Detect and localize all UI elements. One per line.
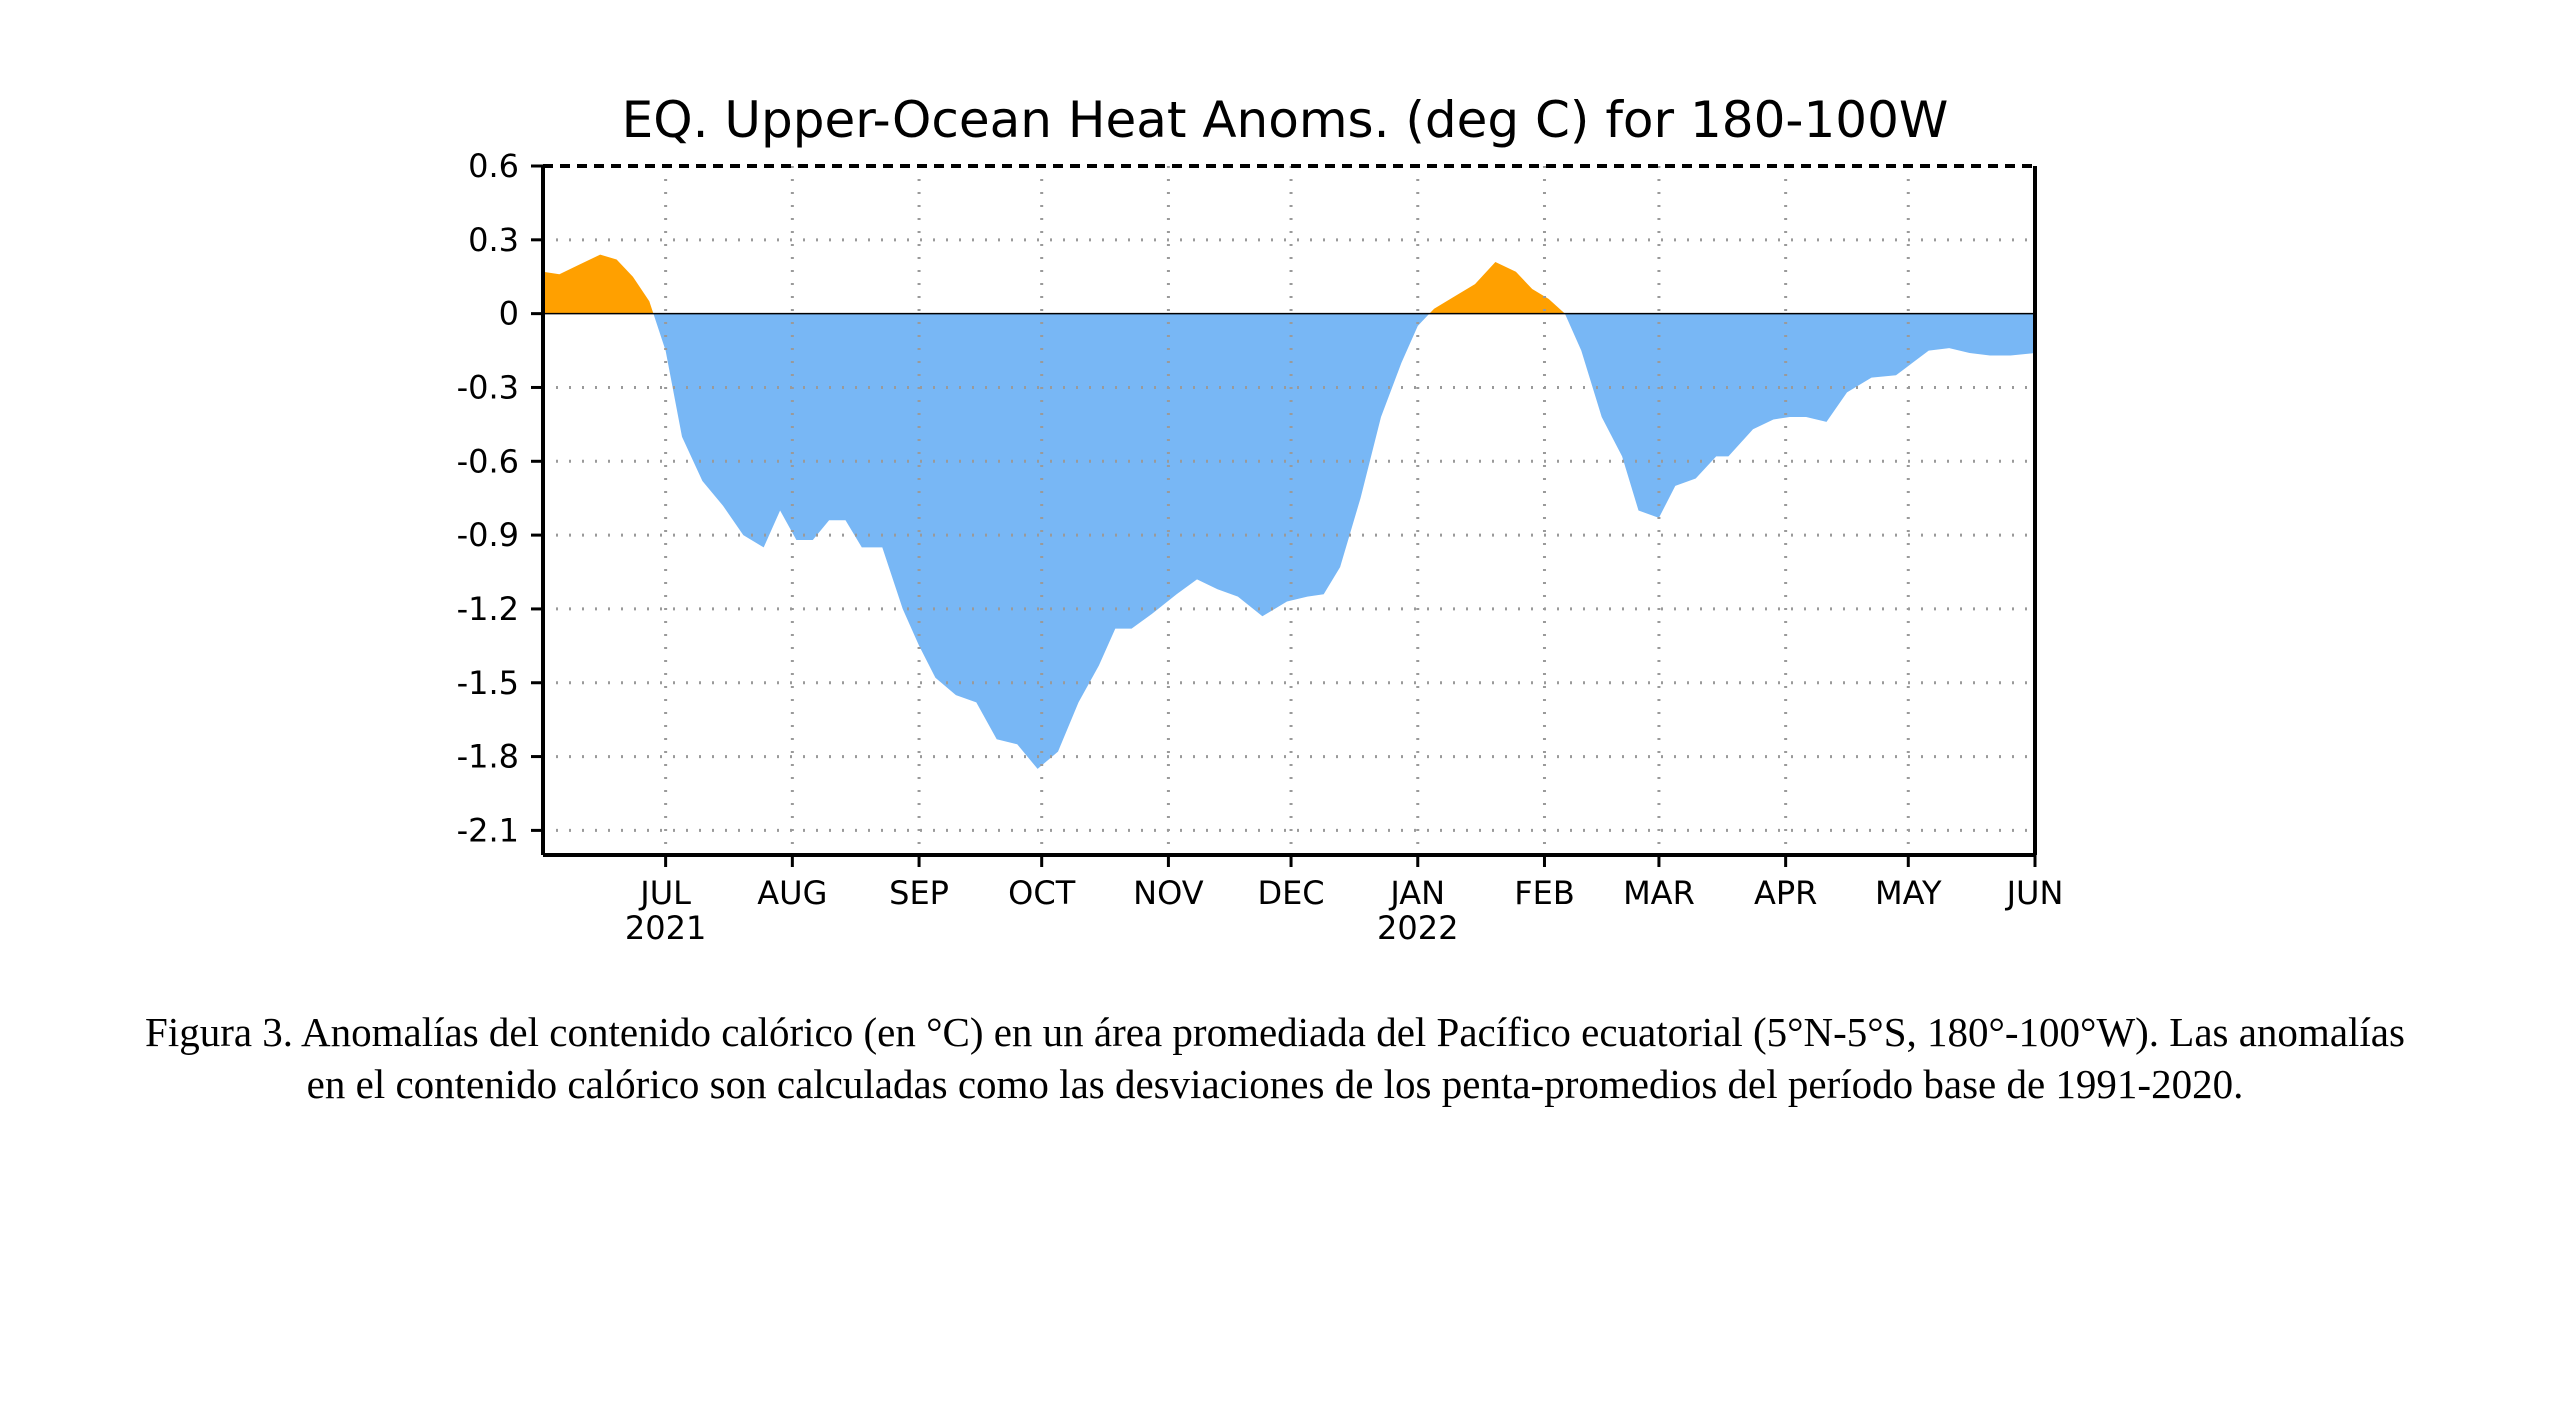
y-tick-label: 0.3 [468,221,519,259]
figure-caption: Figura 3. Anomalías del contenido calóri… [145,1009,2405,1107]
chart-title: EQ. Upper-Ocean Heat Anoms. (deg C) for … [622,91,1949,149]
y-tick-label: -0.3 [457,368,519,406]
x-tick-label: JUL [638,874,691,912]
x-tick-label: MAY [1875,874,1942,912]
grid-lines [543,166,2035,855]
x-tick-label: OCT [1008,874,1076,912]
x-tick-label: NOV [1133,874,1204,912]
anomaly-fills [543,254,2035,769]
positive-anomaly-area [543,254,2035,314]
y-tick-label: -1.8 [457,738,519,776]
x-tick-label: JAN [1388,874,1445,912]
negative-anomaly-area [543,313,2035,769]
y-tick-label: -1.2 [457,590,519,628]
x-tick-label: DEC [1257,874,1324,912]
y-tick-label: 0.6 [468,147,519,185]
x-tick-label: AUG [757,874,827,912]
x-tick-label: APR [1754,874,1817,912]
x-tick-label: MAR [1623,874,1695,912]
x-tick-year-label: 2021 [625,909,706,947]
y-tick-label: -1.5 [457,664,519,702]
x-tick-year-label: 2022 [1377,909,1458,947]
y-tick-label: -2.1 [457,811,519,849]
y-axis-ticks: 0.6 0.3 0 -0.3 -0.6 -0.9 -1.2 -1.5 -1.8 -2.1 [457,147,543,849]
y-tick-label: 0 [499,295,519,333]
y-tick-label: -0.6 [457,442,519,480]
y-tick-label: -0.9 [457,516,519,554]
x-tick-label: JUN [2005,874,2064,912]
x-tick-label: SEP [889,874,949,912]
x-tick-label: FEB [1514,874,1575,912]
